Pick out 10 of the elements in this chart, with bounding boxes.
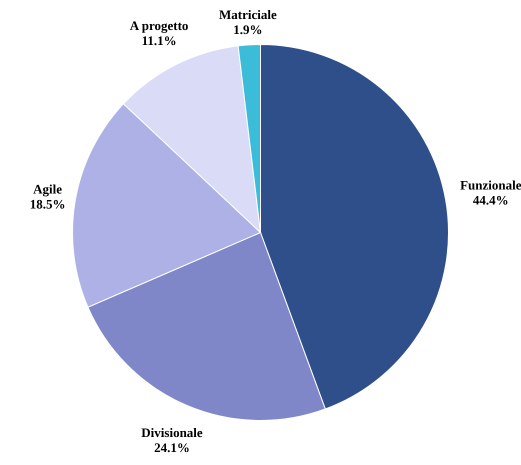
- data-label: 1.9%: [233, 22, 262, 37]
- slice-label: Funzionale: [460, 178, 521, 193]
- slice-label: Divisionale: [141, 424, 203, 440]
- data-label: 11.1%: [142, 32, 177, 48]
- slice-label: A progetto: [130, 18, 188, 33]
- slice-label: Agile: [33, 181, 62, 196]
- data-label: 44.4%: [472, 192, 509, 208]
- slice-label: Matriciale: [218, 6, 277, 22]
- data-label: 18.5%: [30, 196, 66, 212]
- data-label: 24.1%: [154, 440, 190, 455]
